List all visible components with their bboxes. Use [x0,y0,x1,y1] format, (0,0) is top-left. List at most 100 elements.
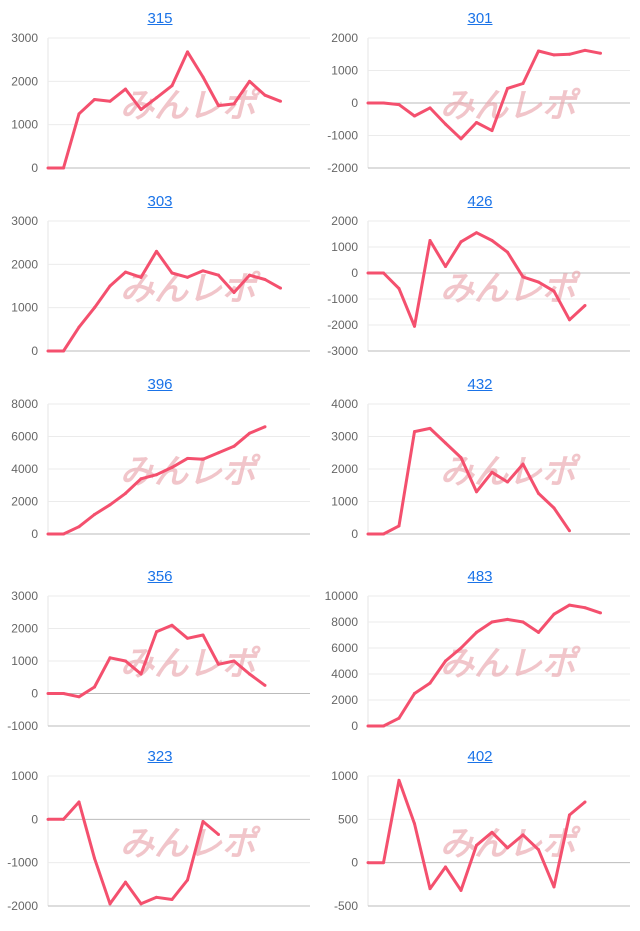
y-tick-label: 0 [31,687,38,701]
data-point [232,291,236,294]
data-point [537,49,540,53]
data-point [139,275,143,279]
line-chart: -2000 -1000 0 1000 みんレポ [7,769,310,913]
data-point [77,325,81,329]
chart-title-link[interactable]: 432 [467,376,493,393]
data-point [93,98,96,102]
data-point [217,273,220,277]
y-tick-label: 1000 [11,301,38,315]
data-point [201,457,205,461]
y-tick-label: 2000 [11,74,38,88]
data-point [475,121,478,124]
data-point [217,833,220,836]
y-tick-label: -2000 [327,161,358,175]
data-point [537,280,540,284]
series-line [368,426,571,536]
y-tick-label: 2000 [331,693,358,707]
data-point [170,898,174,901]
data-point [77,695,81,699]
data-point [444,122,447,126]
y-tick-label: 2000 [11,622,38,636]
data-point [93,685,96,689]
data-point [124,270,127,274]
data-point [552,53,556,57]
data-point [170,465,174,469]
data-point [599,611,602,615]
chart-title-link[interactable]: 301 [467,10,493,27]
data-point [124,491,127,495]
y-tick-label: 4000 [331,667,358,681]
chart-title-link[interactable]: 396 [147,376,173,393]
chart-title-link[interactable]: 483 [467,568,493,585]
y-tick-label: -1000 [7,719,38,733]
data-point [382,101,385,105]
data-point [93,513,96,516]
data-point [428,106,432,110]
data-point [506,846,509,850]
data-point [366,724,370,728]
data-point [490,470,494,474]
y-tick-label: 10000 [325,589,359,603]
y-tick-label: 1000 [331,64,358,78]
chart-title-link[interactable]: 315 [147,10,173,27]
y-tick-label: 1000 [11,769,38,783]
y-tick-label: -1000 [327,129,358,143]
data-point [428,239,432,242]
data-point [490,620,494,624]
data-point [155,249,158,253]
series-line [48,249,282,353]
y-tick-label: -1000 [7,856,38,870]
y-tick-label: 2000 [11,257,38,271]
data-point [108,503,112,507]
data-point [263,683,267,687]
data-point [186,878,189,882]
y-tick-label: 2000 [331,31,358,45]
data-point [186,50,189,54]
y-tick-label: 3000 [331,430,358,444]
data-point [186,456,189,460]
data-point [583,304,587,307]
chart-title-link[interactable]: 356 [147,568,173,585]
watermark-logo: みんレポ [440,87,581,125]
chart-title-link[interactable]: 426 [467,193,493,210]
data-point [108,284,112,288]
data-point [506,617,509,621]
data-point [413,324,416,328]
chart-315: 0 1000 2000 3000 みんレポ 315 [0,0,320,186]
data-point [139,108,143,111]
y-tick-label: -3000 [327,344,358,358]
data-point [263,93,267,97]
data-point [397,287,401,291]
line-chart: 0 1000 2000 3000 4000 みんレポ [331,397,630,541]
data-point [62,692,65,695]
data-point [62,532,65,536]
chart-432: 0 1000 2000 3000 4000 みんレポ 432 [320,366,640,552]
chart-title-link[interactable]: 402 [467,748,493,765]
data-point [552,506,556,510]
data-point [568,318,571,322]
data-point [46,349,50,353]
data-point [428,426,432,430]
series-line [368,603,601,728]
data-point [77,800,81,804]
chart-402: -500 0 500 1000 みんレポ 402 [320,738,640,924]
data-point [444,659,447,663]
y-tick-label: 1000 [331,769,358,783]
data-point [366,532,370,536]
data-point [397,716,401,720]
y-tick-label: 3000 [11,214,38,228]
data-point [248,431,251,435]
chart-title-link[interactable]: 323 [147,748,173,765]
data-point [506,86,509,90]
y-tick-label: 500 [338,812,358,826]
y-tick-label: 0 [351,96,358,110]
data-point [248,672,251,676]
data-point [490,830,494,834]
data-point [537,491,540,495]
data-point [62,166,65,170]
chart-title-link[interactable]: 303 [147,193,173,210]
data-point [139,902,143,906]
data-point [521,82,525,85]
